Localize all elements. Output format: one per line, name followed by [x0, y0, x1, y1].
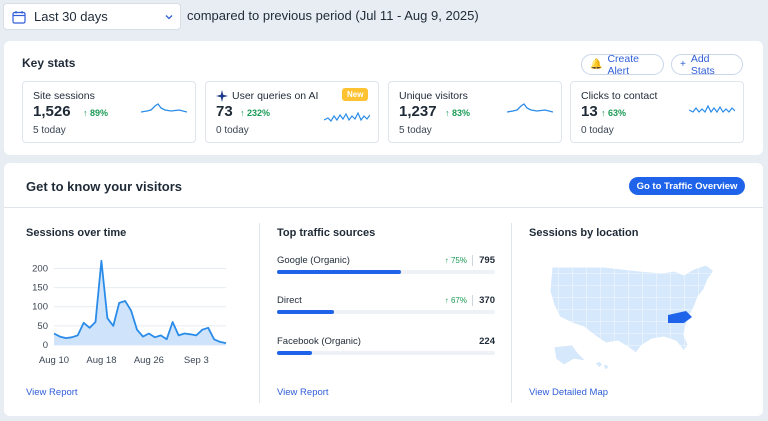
arrow-up-icon: ↑ — [444, 256, 449, 265]
source-bar-track — [277, 310, 495, 314]
create-alert-label: Create Alert — [607, 52, 639, 77]
stat-change: ↑ 63% — [601, 108, 626, 118]
stat-title: Clicks to contact — [581, 90, 658, 102]
y-tick-label: 100 — [32, 302, 48, 313]
sessions-line — [53, 259, 227, 344]
location-title: Sessions by location — [529, 227, 639, 239]
compare-period-text: compared to previous period (Jul 11 - Au… — [187, 8, 479, 23]
add-stats-button[interactable]: + Add Stats — [671, 52, 743, 77]
arrow-up-icon: ↑ — [240, 108, 245, 118]
source-change: ↑ 75% — [445, 256, 467, 265]
source-change: ↑ 67% — [445, 296, 467, 305]
hawaii-shape — [596, 362, 608, 369]
date-range-label: Last 30 days — [34, 9, 108, 24]
stat-subtext: 5 today — [399, 125, 432, 136]
sources-title: Top traffic sources — [277, 227, 376, 239]
ai-sparkle-icon — [216, 90, 228, 102]
stat-subtext: 0 today — [581, 125, 614, 136]
divider — [4, 207, 763, 208]
x-tick-label: Aug 10 — [39, 355, 69, 366]
alaska-shape — [553, 344, 588, 366]
bell-icon: 🔔 — [590, 59, 603, 70]
source-value: 795 — [479, 255, 495, 266]
stat-change-value: 232% — [247, 108, 271, 118]
stat-value: 73 — [216, 103, 233, 120]
sessions-chart: 0 50 100 150 200 Aug 10 Aug 18 Aug 26 Sep 3 — [32, 259, 227, 366]
stat-subtext: 5 today — [33, 125, 66, 136]
column-divider — [511, 223, 512, 403]
calendar-icon — [12, 10, 26, 24]
source-name: Direct — [277, 295, 302, 306]
stat-card-site-sessions[interactable]: Site sessions 1,526 ↑ 89% 5 today — [22, 81, 196, 143]
stat-change: ↑ 83% — [445, 108, 470, 118]
sparkline — [507, 103, 553, 113]
stat-card-clicks-to-contact[interactable]: Clicks to contact 13 ↑ 63% 0 today — [570, 81, 744, 143]
key-stats-title: Key stats — [22, 56, 76, 70]
source-change-value: 75% — [450, 256, 467, 265]
stat-title: Site sessions — [33, 90, 95, 102]
stat-subtext: 0 today — [216, 125, 249, 136]
separator — [472, 255, 473, 266]
separator — [472, 295, 473, 306]
source-value: 224 — [479, 336, 495, 347]
new-badge: New — [342, 88, 369, 101]
sessions-area — [54, 260, 226, 345]
y-tick-label: 200 — [32, 263, 48, 274]
x-tick-label: Aug 26 — [134, 355, 164, 366]
stat-title: User queries on AI — [232, 90, 319, 102]
stat-card-ai-queries[interactable]: User queries on AI New 73 ↑ 232% 0 today — [205, 81, 379, 143]
x-tick-label: Aug 18 — [86, 355, 116, 366]
sparkline — [324, 111, 370, 122]
source-change-value: 67% — [450, 296, 467, 305]
stat-value: 13 — [581, 103, 598, 120]
source-bar-fill — [277, 310, 334, 314]
us-map[interactable] — [544, 261, 724, 371]
arrow-up-icon: ↑ — [83, 108, 88, 118]
source-bar-track — [277, 351, 495, 355]
sparkline — [141, 103, 187, 113]
arrow-up-icon: ↑ — [445, 108, 450, 118]
source-name: Google (Organic) — [277, 255, 350, 266]
us-mainland-shape — [549, 264, 715, 354]
stat-change-value: 63% — [608, 108, 627, 118]
x-tick-label: Sep 3 — [184, 355, 209, 366]
stat-change: ↑ 89% — [83, 108, 108, 118]
visitors-card: Get to know your visitors Go to Traffic … — [4, 163, 763, 416]
chevron-down-icon — [165, 15, 173, 20]
sparkline — [689, 104, 735, 114]
arrow-up-icon: ↑ — [601, 108, 606, 118]
sessions-view-report-link[interactable]: View Report — [26, 387, 78, 398]
stat-change-value: 83% — [452, 108, 471, 118]
column-divider — [259, 223, 260, 403]
stat-value: 1,526 — [33, 103, 71, 120]
stat-card-unique-visitors[interactable]: Unique visitors 1,237 ↑ 83% 5 today — [388, 81, 562, 143]
stat-change: ↑ 232% — [240, 108, 270, 118]
y-tick-label: 150 — [32, 283, 48, 294]
key-stats-card: Key stats 🔔 Create Alert + Add Stats Sit… — [4, 41, 763, 155]
create-alert-button[interactable]: 🔔 Create Alert — [581, 52, 664, 77]
north-carolina-highlight — [668, 311, 692, 323]
source-name: Facebook (Organic) — [277, 336, 361, 347]
sources-view-report-link[interactable]: View Report — [277, 387, 329, 398]
filter-bar: Last 30 days compared to previous period… — [0, 0, 768, 34]
visitors-title: Get to know your visitors — [26, 179, 183, 194]
y-tick-label: 0 — [43, 340, 48, 351]
plus-icon: + — [680, 59, 686, 70]
add-stats-label: Add Stats — [690, 52, 715, 77]
stat-change-value: 89% — [90, 108, 109, 118]
arrow-up-icon: ↑ — [444, 296, 449, 305]
y-tick-label: 50 — [37, 321, 48, 332]
source-value: 370 — [479, 295, 495, 306]
sessions-title: Sessions over time — [26, 227, 127, 239]
source-bar-fill — [277, 270, 401, 274]
date-range-select[interactable]: Last 30 days — [3, 3, 181, 30]
source-bar-fill — [277, 351, 312, 355]
stat-value: 1,237 — [399, 103, 437, 120]
stat-title: Unique visitors — [399, 90, 468, 102]
traffic-overview-button[interactable]: Go to Traffic Overview — [629, 177, 745, 195]
view-detailed-map-link[interactable]: View Detailed Map — [529, 387, 609, 398]
